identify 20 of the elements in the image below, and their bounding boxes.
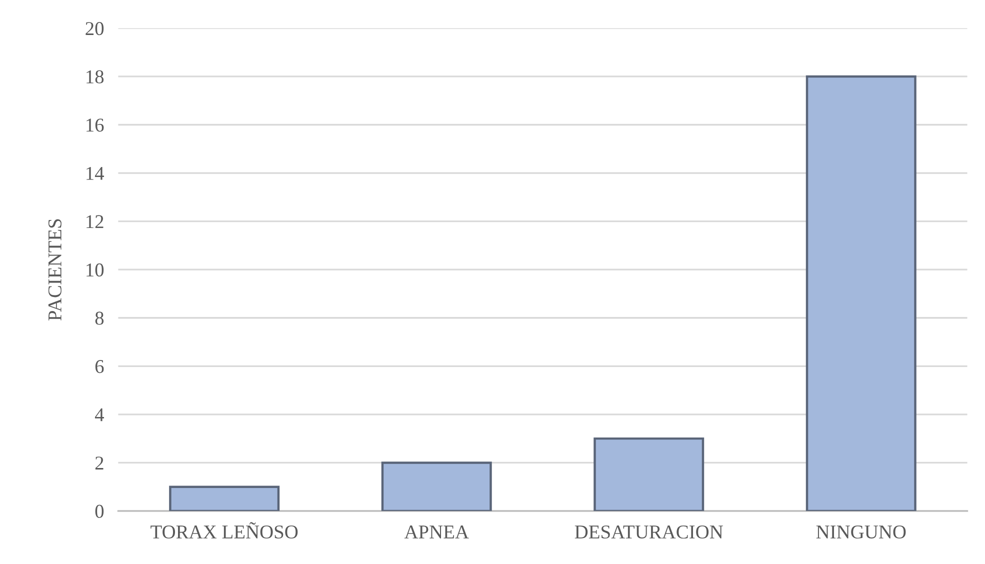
x-tick-label: NINGUNO (816, 525, 906, 539)
y-tick-label: 0 (95, 504, 104, 518)
y-tick-label: 16 (86, 118, 104, 132)
bar (381, 462, 492, 511)
y-tick-label: 4 (94, 408, 104, 422)
y-tick-label: 8 (95, 312, 104, 325)
bar (806, 75, 916, 511)
x-tick-label: APNEA (404, 526, 469, 538)
x-tick-label: TORAX LEÑOSO (150, 522, 298, 539)
y-tick-label: 6 (95, 360, 104, 374)
x-tick-label: DESATURACION (574, 525, 723, 539)
y-tick-label: 14 (86, 166, 104, 180)
y-tick-label: 12 (86, 215, 104, 228)
bar (169, 486, 280, 511)
y-tick-label: 10 (86, 263, 104, 277)
y-axis-title: PACIENTES (48, 219, 62, 321)
y-tick-label: 20 (86, 22, 104, 36)
y-tick-label: 18 (86, 70, 104, 84)
y-tick-label: 2 (95, 456, 104, 470)
bar (594, 437, 704, 511)
